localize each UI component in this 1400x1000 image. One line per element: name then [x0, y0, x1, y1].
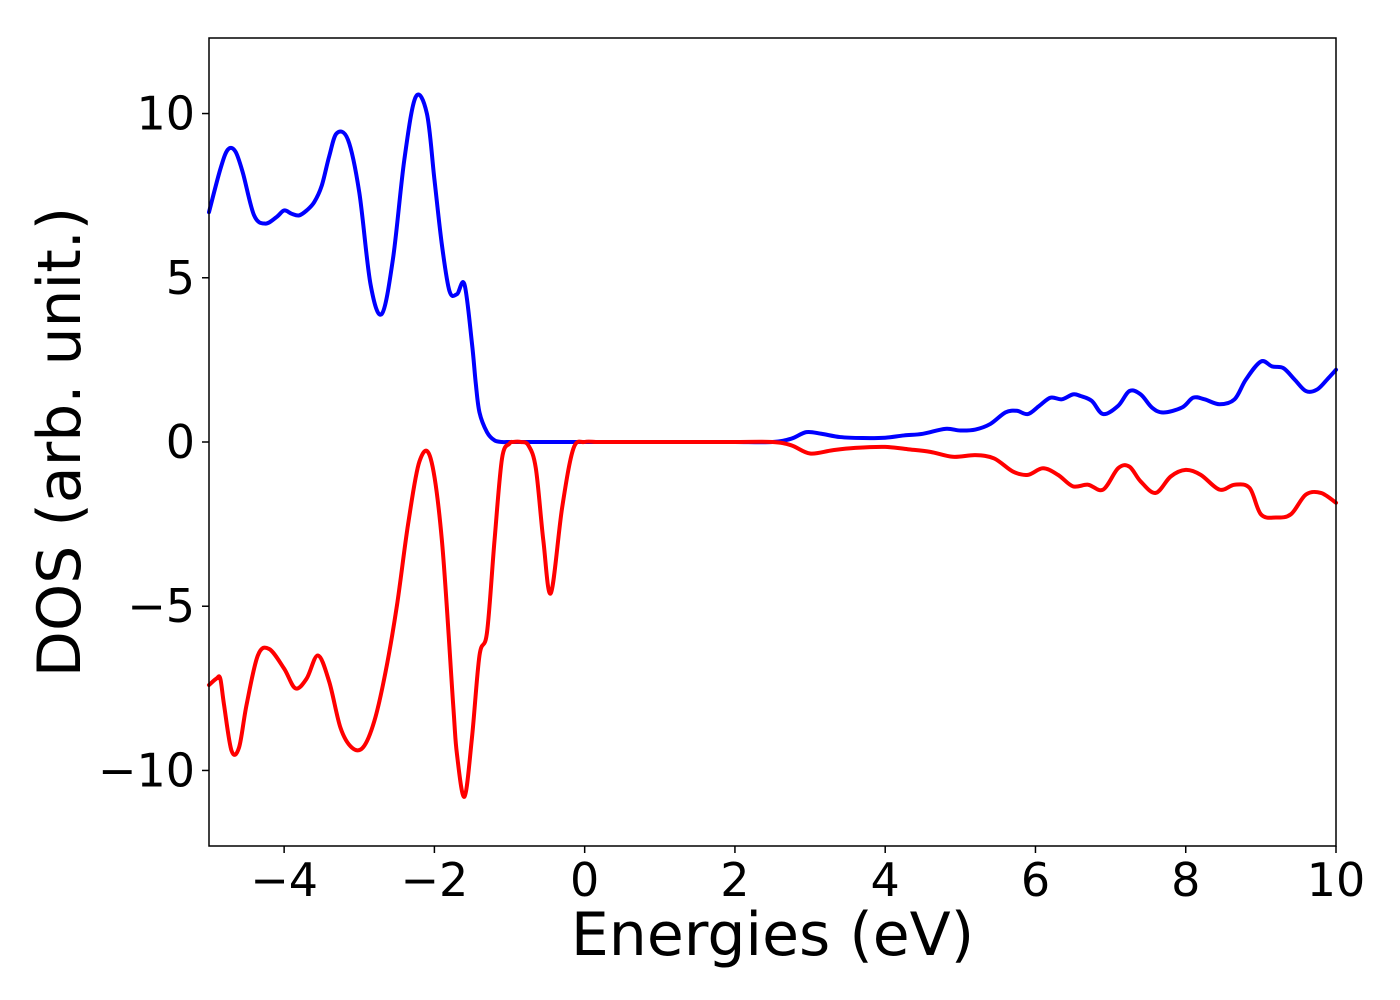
y-axis-label: DOS (arb. unit.) [25, 207, 95, 677]
x-tick-label: 10 [1307, 853, 1366, 907]
y-tick-label: −5 [127, 579, 195, 633]
y-tick-label: 10 [136, 87, 195, 141]
series-line-2 [207, 439, 1338, 799]
x-tick-label: −2 [400, 853, 468, 907]
ticks-layer: −4 −2 0 2 4 6 8 10 10 5 0 −5 −10 [98, 87, 1365, 907]
x-tick-label: 8 [1171, 853, 1200, 907]
series-layer [207, 92, 1338, 799]
y-tick-label: 5 [166, 251, 195, 305]
series-line-1 [207, 92, 1338, 445]
x-tick-label: 0 [570, 853, 599, 907]
y-tick-label: −10 [98, 743, 195, 797]
x-tick-label: 4 [871, 853, 900, 907]
y-tick-label: 0 [166, 415, 195, 469]
x-tick-label: 2 [720, 853, 749, 907]
x-tick-label: 6 [1021, 853, 1050, 907]
x-tick-label: −4 [250, 853, 318, 907]
x-axis-label: Energies (eV) [571, 900, 974, 970]
